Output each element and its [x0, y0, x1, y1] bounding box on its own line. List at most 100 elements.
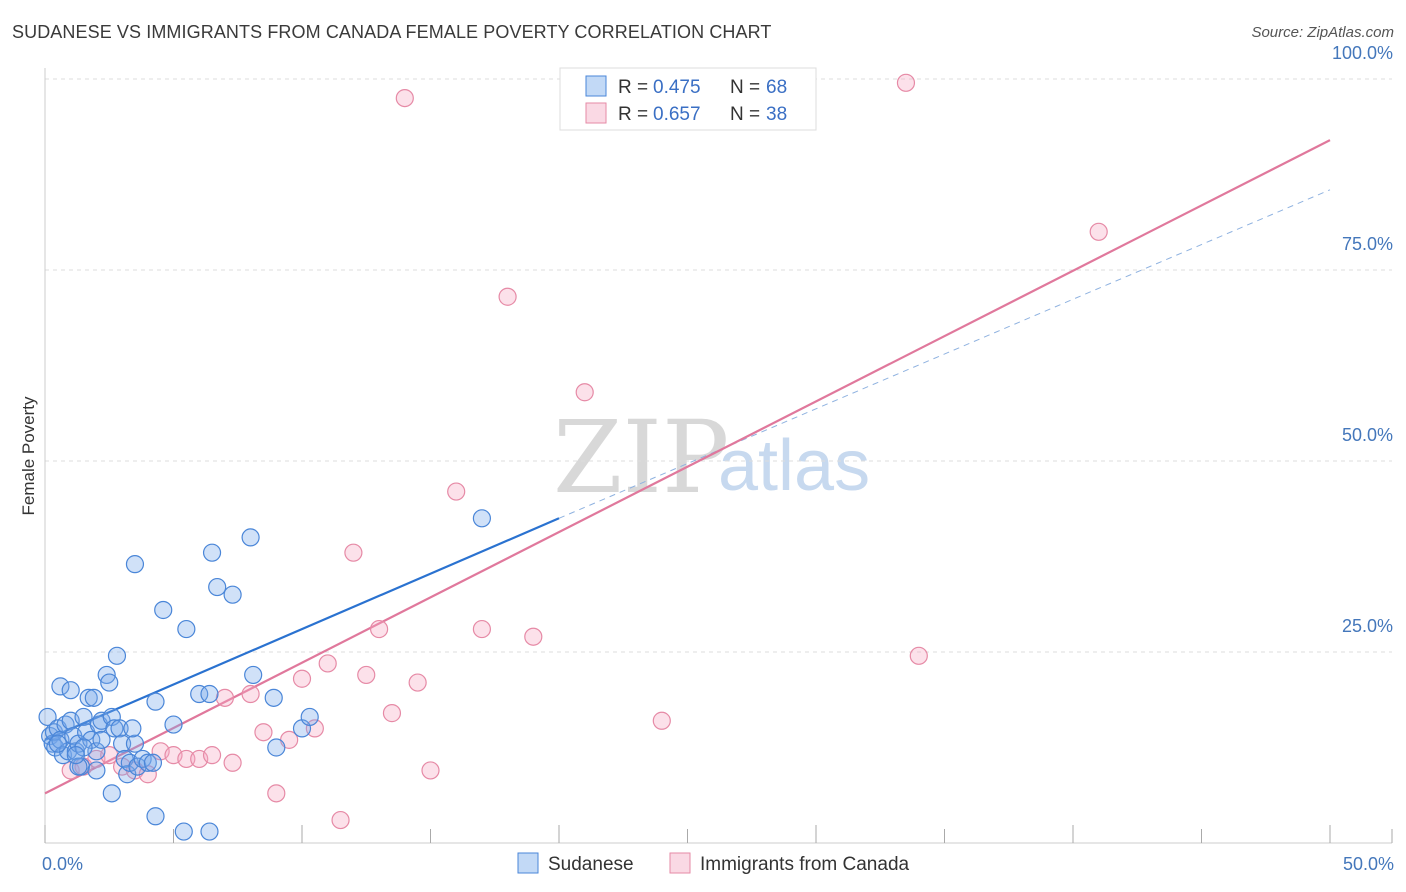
point-canada-33: [575, 383, 594, 402]
legend: R = 0.475 N = 68 R = 0.657 N = 38: [559, 67, 817, 131]
point-sudanese-50: [223, 585, 242, 604]
trend-line-sudanese-dashed: [558, 189, 1331, 519]
x-tick-labels: 0.0% 50.0%: [42, 854, 1394, 874]
point-sudanese-39: [102, 784, 121, 803]
x-tick-label-1: 50.0%: [1343, 854, 1394, 874]
point-sudanese-29: [105, 719, 124, 738]
point-sudanese-49: [208, 577, 227, 597]
point-sudanese-24: [61, 681, 80, 700]
point-canada-11: [202, 746, 222, 765]
point-sudanese-45: [164, 715, 183, 734]
point-sudanese-31: [110, 719, 129, 738]
point-canada-28: [421, 761, 440, 780]
y-tick-label-1: 50.0%: [1342, 425, 1393, 445]
point-sudanese-19: [82, 730, 101, 749]
y-tick-labels: 25.0% 50.0% 75.0% 100.0%: [1332, 43, 1393, 636]
point-sudanese-65: [66, 746, 85, 765]
point-canada-32: [524, 627, 543, 646]
point-sudanese-47: [190, 684, 209, 704]
trend-line-sudanese: [44, 517, 560, 741]
point-canada-19: [305, 719, 324, 738]
legend-n-value-1: 38: [766, 104, 787, 125]
point-canada-12: [215, 688, 234, 707]
point-sudanese-56: [174, 822, 193, 841]
point-sudanese-44: [154, 600, 173, 620]
point-sudanese-40: [138, 753, 157, 772]
point-canada-9: [177, 749, 196, 769]
trend-lines: [44, 139, 1331, 795]
point-canada-22: [344, 543, 363, 562]
series-immigrants-from-canada: [61, 73, 1108, 830]
point-canada-14: [241, 684, 260, 704]
legend-r-label-0: R =: [618, 77, 648, 98]
point-canada-34: [652, 711, 671, 730]
point-sudanese-20: [84, 688, 103, 707]
point-sudanese-59: [200, 822, 219, 841]
legend-n-value-0: 68: [766, 77, 787, 98]
source-label: Source: ZipAtlas.com: [1251, 24, 1394, 41]
x-tick-label-0: 0.0%: [42, 854, 83, 874]
legend-r-value-0: 0.475: [653, 77, 701, 98]
point-canada-24: [370, 619, 389, 639]
point-sudanese-8: [51, 677, 70, 696]
point-sudanese-57: [200, 684, 219, 704]
point-sudanese-43: [146, 692, 165, 711]
y-tick-label-0: 25.0%: [1342, 616, 1393, 636]
point-canada-20: [318, 654, 337, 673]
bottom-legend-swatch-canada: [669, 852, 691, 874]
point-canada-29: [447, 482, 466, 501]
series-sudanese: [38, 509, 491, 841]
point-canada-27: [408, 673, 427, 692]
point-canada-13: [223, 753, 242, 772]
point-canada-15: [254, 723, 273, 742]
legend-r-value-1: 0.657: [653, 104, 701, 125]
point-sudanese-30: [107, 646, 127, 665]
point-canada-18: [292, 669, 312, 688]
point-sudanese-16: [74, 707, 93, 727]
point-sudanese-60: [300, 707, 319, 727]
point-sudanese-41: [143, 753, 163, 772]
point-sudanese-0: [38, 707, 57, 727]
y-tick-label-2: 75.0%: [1342, 234, 1393, 254]
point-sudanese-67: [123, 719, 142, 738]
point-sudanese-34: [118, 765, 137, 784]
legend-r-label-1: R =: [618, 104, 648, 125]
legend-box: [559, 67, 817, 131]
point-canada-21: [331, 810, 350, 830]
y-tick-label-3: 100.0%: [1332, 43, 1393, 63]
axes: [44, 68, 1393, 844]
legend-swatch-sudanese: [585, 75, 607, 97]
point-sudanese-36: [125, 734, 145, 753]
legend-n-label-1: N =: [730, 104, 760, 125]
watermark-atlas: atlas: [718, 426, 870, 506]
point-canada-30: [472, 619, 491, 639]
legend-n-label-0: N =: [730, 77, 760, 98]
point-sudanese-25: [74, 738, 93, 757]
point-canada-25: [382, 704, 402, 723]
point-canada-37: [1089, 222, 1108, 241]
point-canada-23: [357, 665, 376, 685]
point-canada-26: [395, 88, 414, 108]
point-sudanese-62: [69, 757, 88, 776]
legend-swatch-canada: [585, 102, 607, 124]
point-sudanese-66: [87, 761, 106, 780]
y-axis-title: Female Poverty: [19, 396, 38, 516]
bottom-legend-swatch-sudanese: [517, 852, 539, 874]
point-sudanese-53: [264, 688, 283, 707]
point-canada-16: [267, 784, 286, 803]
point-sudanese-54: [267, 738, 286, 757]
point-sudanese-48: [202, 543, 222, 562]
point-sudanese-27: [100, 673, 119, 692]
bottom-legend-label-canada: Immigrants from Canada: [700, 854, 910, 875]
point-sudanese-52: [244, 665, 263, 685]
bottom-legend: Sudanese Immigrants from Canada: [517, 852, 910, 875]
chart-title: SUDANESE VS IMMIGRANTS FROM CANADA FEMAL…: [12, 22, 772, 42]
trend-line-canada: [44, 139, 1331, 795]
point-sudanese-46: [177, 619, 196, 639]
point-canada-31: [498, 287, 517, 306]
gridlines: [45, 78, 1392, 653]
point-sudanese-32: [112, 734, 132, 753]
watermark-zip: ZIP: [553, 399, 729, 516]
point-sudanese-58: [146, 807, 165, 826]
